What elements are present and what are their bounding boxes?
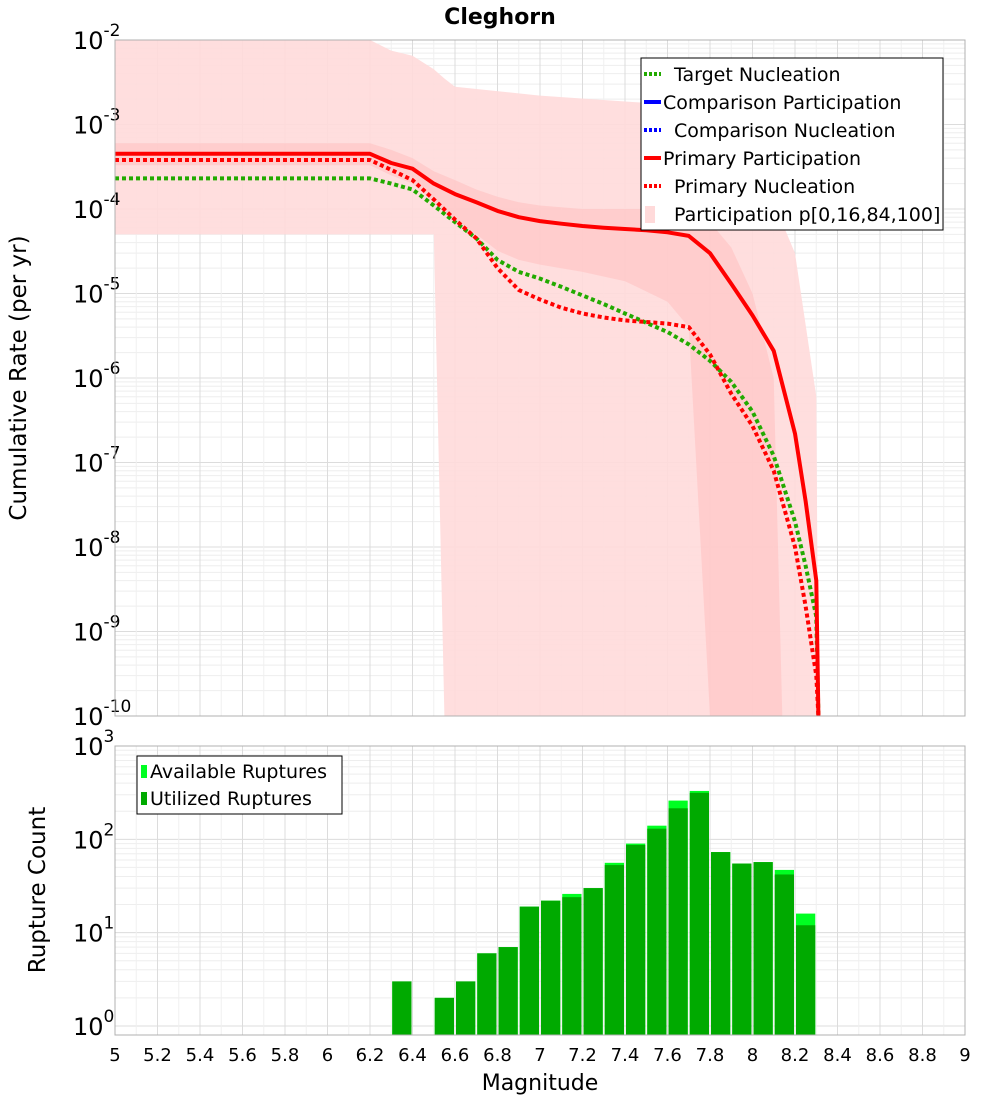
bottom-y-tick-label: 103: [73, 727, 114, 761]
top-y-tick-label: 10-10: [73, 697, 131, 731]
legend-label: Utilized Ruptures: [150, 788, 312, 810]
bar-utilized-ruptures: [434, 997, 454, 1035]
legend-label: Primary Nucleation: [674, 176, 855, 198]
x-tick-label: 6: [322, 1045, 333, 1066]
x-tick-label: 5.8: [271, 1045, 300, 1066]
bar-utilized-ruptures: [583, 888, 603, 1035]
legend-label: Target Nucleation: [673, 64, 841, 86]
legend-label: Primary Participation: [663, 148, 861, 170]
bar-utilized-ruptures: [392, 981, 412, 1035]
legend-swatch: [141, 792, 147, 805]
bar-utilized-ruptures: [498, 947, 518, 1035]
x-tick-label: 7.8: [696, 1045, 725, 1066]
top-y-tick-label: 10-3: [73, 106, 121, 140]
x-tick-label: 8.4: [823, 1045, 852, 1066]
x-tick-label: 7.4: [611, 1045, 640, 1066]
bar-utilized-ruptures: [477, 953, 497, 1035]
top-y-tick-label: 10-5: [73, 275, 121, 309]
x-tick-label: 8.8: [908, 1045, 937, 1066]
bar-utilized-ruptures: [604, 865, 624, 1035]
top-plot-frame: [114, 39, 966, 717]
bottom-y-axis-label: Rupture Count: [25, 807, 51, 973]
bottom-legend: Available Ruptures Utilized Ruptures: [136, 755, 343, 815]
x-tick-label: 6.2: [356, 1045, 385, 1066]
bar-utilized-ruptures: [796, 925, 816, 1035]
bar-utilized-ruptures: [689, 792, 709, 1035]
legend-label: Available Ruptures: [150, 761, 327, 783]
x-tick-label: 5.4: [186, 1045, 215, 1066]
top-y-tick-label: 10-4: [73, 190, 121, 224]
bar-utilized-ruptures: [668, 808, 688, 1035]
top-y-axis-label: Cumulative Rate (per yr): [6, 235, 32, 520]
bar-utilized-ruptures: [732, 863, 752, 1035]
x-tick-label: 7: [534, 1045, 545, 1066]
bottom-y-ticks: 103 102 101 100: [73, 727, 114, 1041]
x-tick-label: 5: [109, 1045, 120, 1066]
bottom-legend-box: [136, 755, 343, 815]
x-tick-label: 5.6: [228, 1045, 257, 1066]
bar-utilized-ruptures: [562, 897, 582, 1035]
legend-label: Comparison Nucleation: [674, 120, 896, 142]
legend-label: Comparison Participation: [663, 92, 901, 114]
top-y-tick-label: 10-7: [73, 444, 121, 478]
bar-utilized-ruptures: [456, 981, 476, 1035]
band-p16-p84: [115, 143, 783, 716]
x-tick-label: 6.8: [483, 1045, 512, 1066]
bar-utilized-ruptures: [541, 900, 561, 1035]
x-tick-label: 8.2: [781, 1045, 810, 1066]
bottom-bars: [392, 790, 816, 1035]
chart-title: Cleghorn: [444, 5, 556, 30]
bar-utilized-ruptures: [519, 906, 539, 1035]
bar-utilized-ruptures: [711, 852, 731, 1035]
top-series-lines: [115, 151, 821, 717]
bottom-y-tick-label: 101: [73, 914, 114, 948]
top-y-tick-label: 10-9: [73, 613, 121, 647]
x-tick-label: 5.2: [143, 1045, 172, 1066]
top-y-tick-label: 10-8: [73, 528, 121, 562]
top-y-tick-label: 10-2: [73, 21, 121, 55]
bar-utilized-ruptures: [774, 874, 794, 1035]
top-y-ticks: 10-2 10-3 10-4 10-5 10-6 10-7 10-8 10-9 10-10: [73, 21, 131, 731]
legend-label: Participation p[0,16,84,100]: [674, 204, 940, 226]
bottom-y-tick-label: 102: [73, 820, 114, 854]
bar-utilized-ruptures: [626, 844, 646, 1035]
top-legend-box: [640, 57, 944, 231]
bottom-y-tick-label: 100: [73, 1007, 114, 1041]
x-tick-label: 6.4: [398, 1045, 427, 1066]
x-tick-label: 7.2: [568, 1045, 597, 1066]
top-y-tick-label: 10-6: [73, 359, 121, 393]
x-tick-label: 6.6: [441, 1045, 470, 1066]
bar-utilized-ruptures: [647, 828, 667, 1035]
legend-swatch: [645, 206, 655, 223]
series-line-primary-participation: [115, 151, 821, 717]
x-axis-label: Magnitude: [482, 1071, 599, 1096]
top-legend: Target Nucleation Comparison Participatio…: [640, 57, 944, 231]
x-tick-label: 8: [747, 1045, 758, 1066]
x-tick-label: 9: [959, 1045, 970, 1066]
bottom-x-ticks: 5 5.2 5.4 5.6 5.8 6 6.2 6.4 6.6 6.8 7 7.2 7.4 7.6 7.8 8…: [109, 1045, 970, 1066]
x-tick-label: 8.6: [866, 1045, 895, 1066]
x-tick-label: 7.6: [653, 1045, 682, 1066]
legend-swatch: [141, 765, 147, 778]
series-line-target-nucleation: [115, 176, 821, 717]
bottom-plot-frame: [114, 745, 966, 1036]
series-line-primary-nucleation: [115, 158, 821, 717]
bar-utilized-ruptures: [753, 862, 773, 1035]
